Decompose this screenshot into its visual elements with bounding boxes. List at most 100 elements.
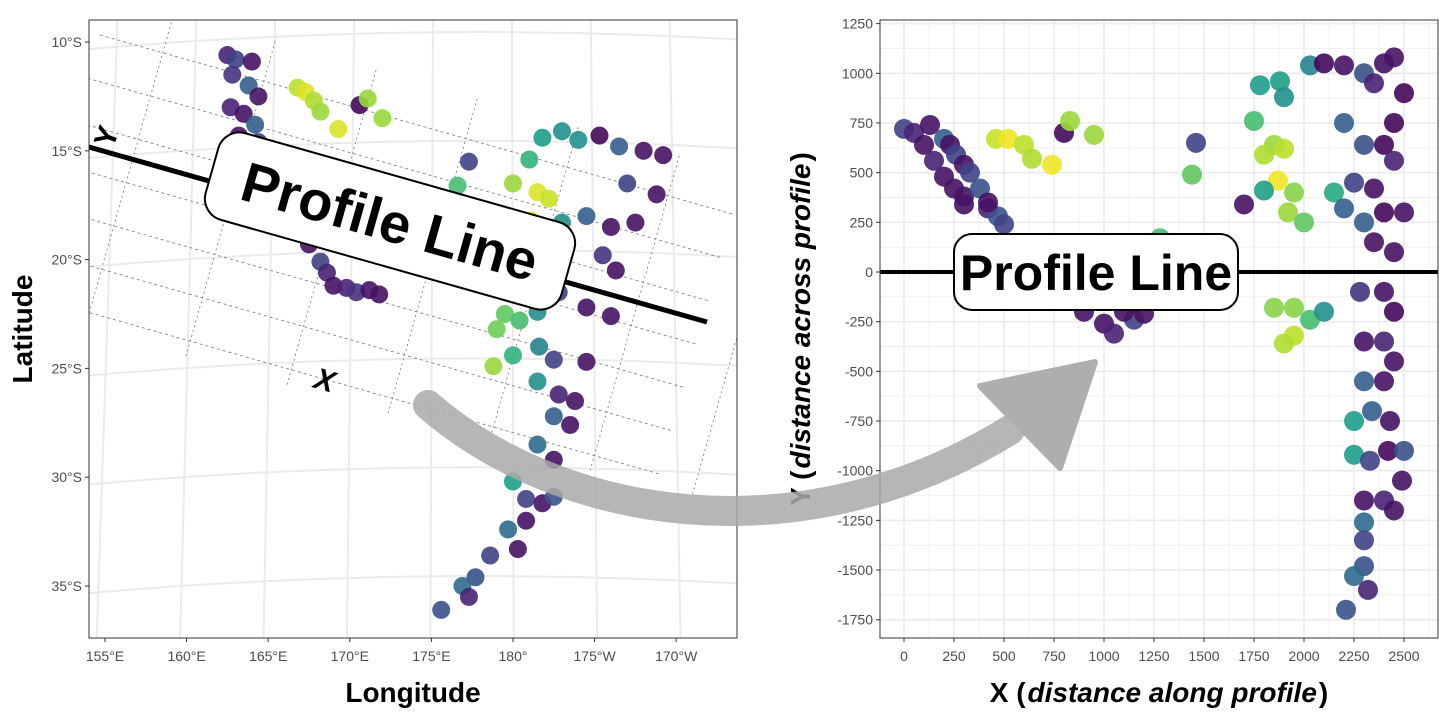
y-tick-label: -1750 [837, 612, 873, 628]
transform-arrow [413, 359, 1098, 526]
profile-point [1268, 170, 1288, 191]
profile-point [960, 162, 980, 183]
map-point [329, 120, 348, 139]
profile-point [1394, 202, 1414, 223]
profile-point [1358, 579, 1378, 600]
profile-plot-area [880, 20, 1438, 638]
map-point [504, 174, 522, 193]
map-plot-area [89, 20, 737, 638]
map-point [448, 176, 467, 195]
map-border [88, 19, 738, 639]
y-tick-label: -500 [845, 363, 873, 379]
profile-point [1384, 47, 1404, 68]
graticule-lon [95, 20, 119, 638]
map-point [577, 207, 596, 226]
y-tick-label: -1000 [837, 463, 873, 479]
map-point [601, 307, 620, 326]
map-point [517, 511, 536, 530]
map-point [311, 102, 330, 121]
profile-point [1274, 333, 1294, 354]
map-point [370, 285, 389, 304]
map-point [510, 311, 529, 330]
profile-point [924, 150, 944, 171]
profile-point [1374, 202, 1394, 223]
profile-point [1344, 444, 1364, 465]
profile-point [1354, 134, 1374, 155]
profile-point [1350, 281, 1370, 302]
graticule-lon [668, 20, 682, 638]
profile-point [1284, 297, 1304, 318]
profile-point [1344, 566, 1364, 587]
profile-point [1354, 490, 1374, 511]
map-point [610, 137, 629, 156]
profile-point [1354, 331, 1374, 352]
y-axis-title: Y (distance across profile) [785, 152, 816, 506]
graticule-lon [589, 20, 599, 638]
profile-point [954, 194, 974, 215]
profile-point [978, 192, 998, 213]
x-tick-label: 500 [992, 648, 1016, 664]
profile-point [1344, 172, 1364, 193]
profile-point [994, 214, 1014, 235]
profile-point [1284, 182, 1304, 203]
profile-point [1182, 164, 1202, 185]
graticule-lon [262, 20, 277, 638]
x-tick-label: 170°W [655, 648, 698, 664]
profile-point [1374, 331, 1394, 352]
map-point [647, 185, 666, 204]
map-point [561, 415, 580, 434]
x-tick-label: 1250 [1138, 648, 1169, 664]
profile-grid-line [89, 312, 662, 475]
y-tick-label: -250 [845, 314, 873, 330]
map-point [246, 115, 265, 134]
map-point [606, 261, 625, 280]
profile-point [1364, 232, 1384, 253]
map-point [569, 130, 588, 149]
map-point [528, 435, 547, 454]
x-tick-label: 2500 [1388, 648, 1419, 664]
profile-point [1060, 110, 1080, 131]
map-point [654, 146, 673, 165]
x-tick-label: 0 [900, 648, 908, 664]
graticule-lon [179, 20, 198, 638]
graticule-lat [89, 31, 737, 51]
profile-grid-line [689, 335, 737, 503]
profile-point [1384, 351, 1404, 372]
map-point [590, 126, 609, 145]
arrow-head-icon [977, 359, 1098, 471]
map-point [517, 489, 536, 508]
map-point [618, 174, 637, 193]
profile-point [1362, 401, 1382, 422]
x-tick-label: 1000 [1088, 648, 1119, 664]
map-panel: 10°S 15°S 20°S 25°S 30°S 35°S 155°E 160°E 165°E 1… [7, 19, 738, 708]
profile-point [1360, 450, 1380, 471]
profile-point [1270, 71, 1290, 92]
x-axis-title: Longitude [345, 677, 480, 708]
profile-point [1384, 301, 1404, 322]
map-point [530, 337, 549, 356]
map-point [539, 189, 558, 208]
profile-point [1334, 112, 1354, 133]
map-point [249, 87, 268, 106]
profile-point [1394, 83, 1414, 104]
profile-point [914, 134, 934, 155]
map-point [459, 587, 478, 606]
profile-point [1354, 512, 1374, 533]
map-point [242, 52, 261, 71]
graticule-lat [89, 575, 737, 595]
profile-point [998, 128, 1018, 149]
x-tick-label: 155°E [86, 648, 124, 664]
profile-point [1384, 500, 1404, 521]
y-tick-label: 1000 [842, 65, 873, 81]
y-tick-label: 35°S [51, 578, 82, 594]
profile-point [1314, 301, 1334, 322]
map-point [566, 392, 585, 411]
y-tick-label: 250 [850, 214, 874, 230]
profile-point [1084, 124, 1104, 145]
x-tick-label: 2250 [1338, 648, 1369, 664]
map-point [432, 600, 451, 619]
profile-panel: 125010007505002500-250-500-750-1000-1250… [785, 16, 1439, 708]
map-background [89, 20, 737, 638]
profile-point [1324, 182, 1344, 203]
